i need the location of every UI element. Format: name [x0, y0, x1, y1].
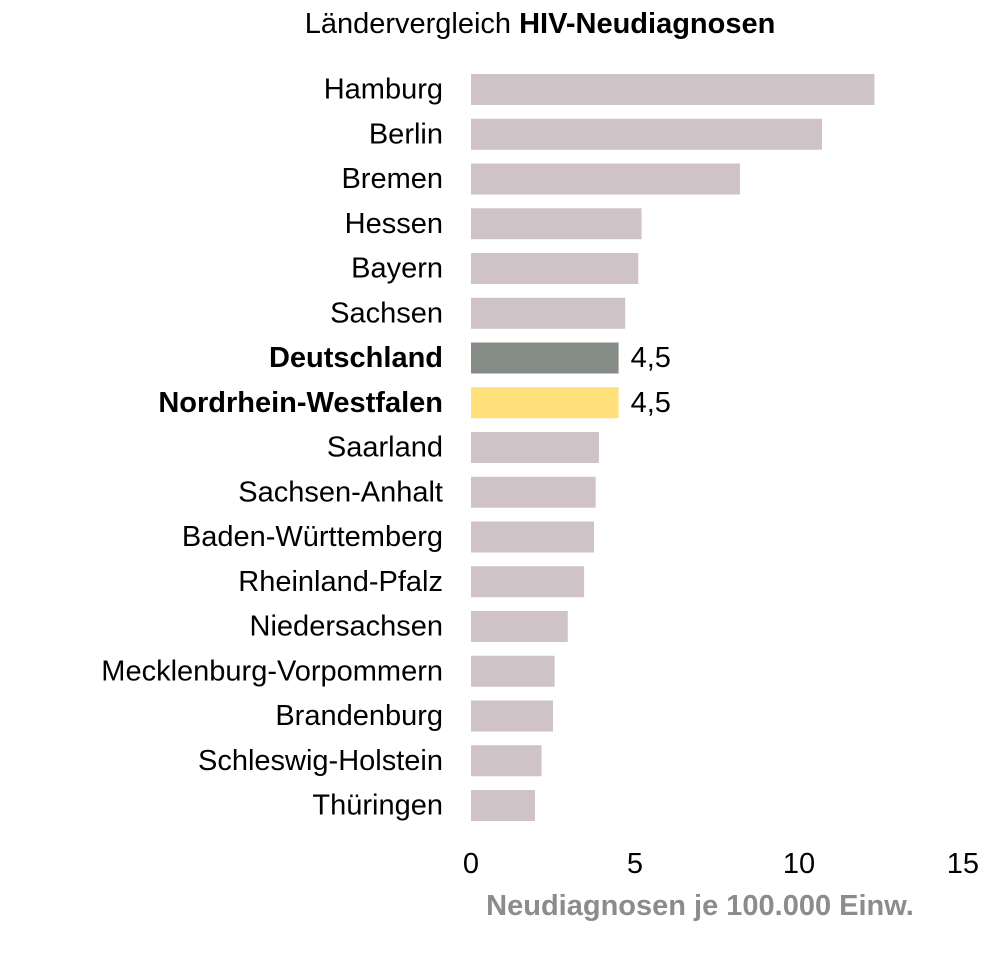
- data-label-nordrhein-westfalen: 4,5: [631, 387, 671, 419]
- bar-brandenburg: [471, 700, 553, 732]
- category-label-schleswig-holstein: Schleswig-Holstein: [198, 745, 443, 777]
- category-label-saarland: Saarland: [327, 432, 443, 464]
- category-label-sachsen-anhalt: Sachsen-Anhalt: [238, 476, 443, 508]
- chart-title-prefix: Ländervergleich: [305, 8, 519, 40]
- bar-berlin: [471, 118, 822, 150]
- bar-thueringen: [471, 790, 535, 821]
- bar-deutschland: [471, 342, 619, 374]
- bar-sachsen-anhalt: [471, 476, 596, 508]
- category-label-hamburg: Hamburg: [324, 74, 443, 106]
- category-label-bayern: Bayern: [351, 253, 443, 285]
- bar-sachsen: [471, 297, 626, 329]
- chart-title-emphasis: HIV-Neudiagnosen: [519, 8, 775, 40]
- x-axis-title: Neudiagnosen je 100.000 Einw.: [486, 890, 914, 922]
- category-label-niedersachsen: Niedersachsen: [250, 611, 443, 643]
- data-labels: 4,54,5: [631, 342, 671, 419]
- category-label-bremen: Bremen: [341, 163, 443, 195]
- category-label-berlin: Berlin: [369, 118, 443, 150]
- x-tick-label-5: 5: [627, 848, 643, 880]
- bar-schleswig-holstein: [471, 745, 542, 777]
- category-label-sachsen: Sachsen: [330, 297, 443, 329]
- category-label-rheinland-pfalz: Rheinland-Pfalz: [238, 566, 443, 598]
- bar-nordrhein-westfalen: [471, 387, 619, 419]
- x-tick-label-10: 10: [783, 848, 815, 880]
- bar-bremen: [471, 163, 740, 195]
- category-labels: Hamburg Berlin Bremen Hessen Bayern Sachsen De…: [101, 74, 443, 822]
- data-label-deutschland: 4,5: [631, 342, 671, 374]
- category-label-deutschland: Deutschland: [269, 342, 443, 374]
- x-tick-label-15: 15: [947, 848, 979, 880]
- bar-bayern: [471, 253, 639, 284]
- bars-group: [471, 74, 875, 821]
- category-label-hessen: Hessen: [345, 208, 443, 240]
- bar-rheinland-pfalz: [471, 566, 585, 598]
- bar-hamburg: [471, 74, 875, 105]
- bar-niedersachsen: [471, 611, 568, 642]
- chart-title: Ländervergleich HIV-Neudiagnosen: [305, 8, 776, 40]
- bar-mecklenburg-vorpommern: [471, 655, 555, 687]
- category-label-baden-wuerttemberg: Baden-Württemberg: [182, 521, 443, 553]
- category-label-nordrhein-westfalen: Nordrhein-Westfalen: [158, 387, 443, 419]
- category-label-thueringen: Thüringen: [312, 790, 443, 822]
- category-label-mecklenburg-vorpommern: Mecklenburg-Vorpommern: [101, 655, 443, 687]
- bar-baden-wuerttemberg: [471, 521, 594, 553]
- x-axis-ticks: 0 5 10 15: [463, 848, 979, 880]
- bar-hessen: [471, 208, 642, 240]
- category-label-brandenburg: Brandenburg: [275, 700, 443, 732]
- bar-saarland: [471, 432, 599, 463]
- x-tick-label-0: 0: [463, 848, 479, 880]
